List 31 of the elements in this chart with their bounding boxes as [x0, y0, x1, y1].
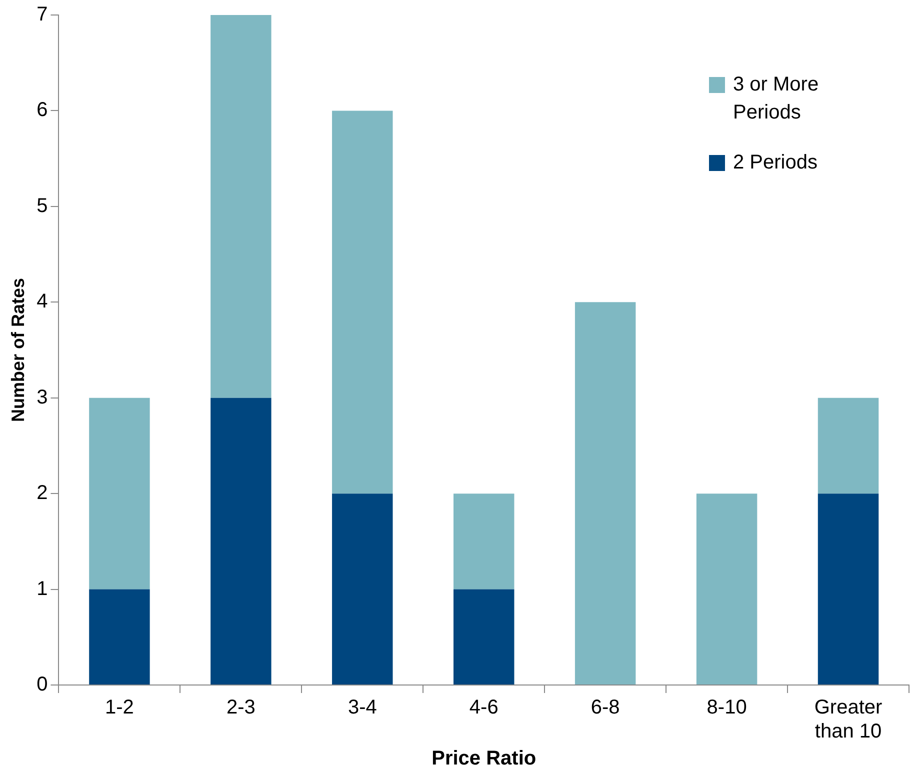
x-tick-label: 8-10 [706, 696, 747, 719]
bar [89, 589, 150, 684]
bar [574, 302, 636, 684]
bar [332, 110, 393, 494]
y-tick-label: 7 [36, 4, 48, 26]
x-tick-label: 4-6 [469, 696, 498, 719]
x-axis-title: Price Ratio [432, 748, 536, 770]
legend-label: 3 or More Periods [733, 74, 819, 124]
x-tick-label: 3-4 [348, 696, 377, 719]
bar [332, 494, 393, 684]
bar [453, 589, 514, 684]
y-tick-label: 0 [36, 674, 48, 696]
bar [818, 398, 879, 494]
legend-label: 2 Periods [733, 152, 818, 174]
x-tick-label: 1-2 [105, 696, 134, 719]
y-tick-label: 5 [36, 194, 48, 217]
bar [210, 398, 272, 684]
y-tick-label: 1 [36, 578, 48, 600]
x-tick-label: 6-8 [590, 696, 620, 719]
x-tick-label: 2-3 [226, 696, 256, 719]
y-tick-label: 3 [36, 386, 48, 408]
bar [89, 398, 150, 590]
bar [210, 15, 272, 398]
bar [696, 494, 758, 684]
bar [818, 494, 879, 684]
y-axis-title: Number of Rates [8, 278, 28, 422]
y-tick-label: 6 [36, 99, 48, 122]
bar [453, 494, 514, 590]
y-tick-label: 2 [36, 482, 48, 504]
x-tick-label: Greater than 10 [814, 696, 882, 743]
y-tick-label: 4 [36, 290, 48, 313]
